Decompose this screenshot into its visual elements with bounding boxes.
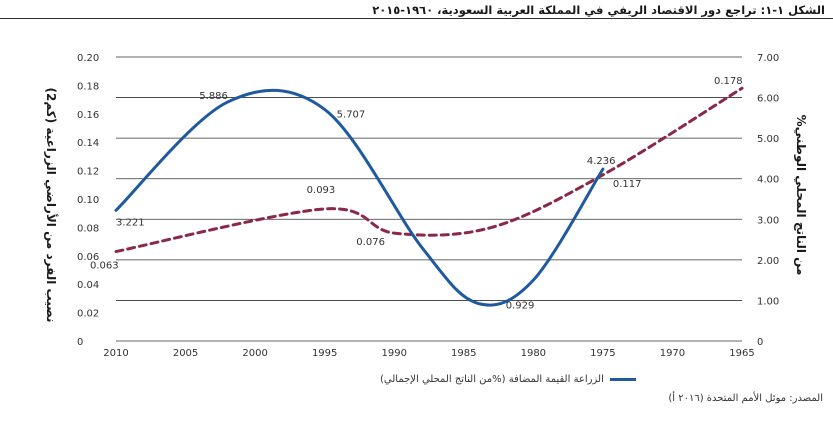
x-tick-label: 2005 (173, 348, 198, 359)
series-land-per-capita-line (114, 86, 744, 254)
x-tick-label: 1980 (521, 348, 546, 359)
left-tick-label: 0.20 (77, 53, 99, 64)
x-tick-label: 1990 (381, 348, 406, 359)
data-label: 0.117 (613, 179, 642, 190)
x-axis-ticks: 2010 2005 2000 1995 1990 1985 1980 1975 1970 1965 (103, 348, 754, 359)
left-axis-title: نصيب الفرد من الأراضي الزراعية (كم2) (44, 88, 59, 323)
left-tick-label: 0.04 (77, 280, 99, 291)
right-tick-label: 2.00 (757, 256, 779, 267)
legend-label: الزراعة القيمة المضافة (%من الناتج المحل… (380, 374, 604, 385)
source-note: المصدر: موئل الأمم المتحدة (٢٠١٦ أ) (668, 393, 823, 404)
left-tick-label: 0.06 (77, 252, 99, 263)
x-tick-label: 1975 (590, 348, 615, 359)
data-label: 5.707 (337, 109, 366, 120)
left-tick-label: 0.18 (77, 81, 99, 92)
x-tick-label: 1995 (312, 348, 337, 359)
left-tick-label: 0.10 (77, 195, 99, 206)
legend: الزراعة القيمة المضافة (%من الناتج المحل… (380, 374, 636, 385)
figure-title: الشكل ١-١: تراجع دور الاقتصاد الريفي في … (372, 3, 825, 17)
left-axis-ticks: 0.20 0.18 0.16 0.14 0.12 0.10 0.08 0.06 0.04 0.02… (77, 53, 99, 348)
x-tick-label: 2000 (242, 348, 267, 359)
right-tick-label: 0 (757, 337, 763, 348)
gridlines (116, 56, 742, 342)
right-tick-label: 4.00 (757, 175, 779, 186)
data-label: 5.886 (199, 91, 228, 102)
left-tick-label: 0.16 (77, 110, 99, 121)
left-tick-label: 0.14 (77, 138, 99, 149)
data-labels: 3.221 5.886 5.707 0.929 4.236 0.063 0.093 0.076… (90, 76, 743, 311)
x-tick-label: 1965 (729, 348, 754, 359)
left-tick-label: 0.02 (77, 309, 99, 320)
x-tick-label: 1985 (451, 348, 476, 359)
right-axis-ticks: 7.00 6.00 5.00 4.00 3.00 2.00 1.00 0 (757, 53, 779, 348)
data-label: 0.178 (714, 76, 743, 87)
right-tick-label: 3.00 (757, 215, 779, 226)
right-tick-label: 1.00 (757, 296, 779, 307)
title-divider (0, 18, 833, 19)
data-label: 0.093 (307, 185, 336, 196)
data-label: 0.063 (90, 261, 119, 272)
right-tick-label: 5.00 (757, 134, 779, 145)
x-tick-label: 1970 (660, 348, 685, 359)
left-tick-label: 0.12 (77, 167, 99, 178)
series-agri-value-added-line (114, 88, 605, 307)
legend-swatch (609, 378, 636, 381)
chart: 2010 2005 2000 1995 1990 1985 1980 1975 1970 1965… (44, 53, 808, 359)
data-label: 0.076 (356, 237, 385, 248)
data-label: 4.236 (587, 156, 616, 167)
right-tick-label: 6.00 (757, 94, 779, 105)
x-tick-label: 2010 (103, 348, 128, 359)
left-tick-label: 0.08 (77, 223, 99, 234)
right-axis-title: %من الناتج المحلي الوطني (793, 115, 808, 276)
data-label: 0.929 (506, 300, 535, 311)
data-label: 3.221 (116, 217, 145, 228)
left-tick-label: 0 (77, 337, 83, 348)
right-tick-label: 7.00 (757, 53, 779, 64)
